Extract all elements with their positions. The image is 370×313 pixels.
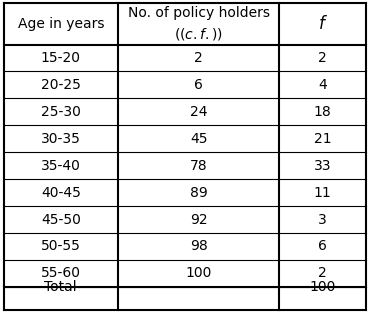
Text: 35-40: 35-40	[41, 159, 81, 173]
Text: 2: 2	[319, 266, 327, 280]
Text: 3: 3	[319, 213, 327, 227]
Text: 4: 4	[319, 78, 327, 92]
Text: 11: 11	[314, 186, 332, 200]
Text: 24: 24	[190, 105, 207, 119]
Text: $\it{f}$: $\it{f}$	[318, 15, 328, 33]
Text: 6: 6	[194, 78, 203, 92]
Text: 45-50: 45-50	[41, 213, 81, 227]
Text: 15-20: 15-20	[41, 51, 81, 65]
Text: 30-35: 30-35	[41, 132, 81, 146]
Text: 55-60: 55-60	[41, 266, 81, 280]
Text: 50-55: 50-55	[41, 239, 81, 254]
Text: 20-25: 20-25	[41, 78, 81, 92]
Text: 33: 33	[314, 159, 332, 173]
Text: 92: 92	[190, 213, 208, 227]
Text: 45: 45	[190, 132, 207, 146]
Text: 2: 2	[319, 51, 327, 65]
Text: 25-30: 25-30	[41, 105, 81, 119]
Text: 6: 6	[318, 239, 327, 254]
Text: Total: Total	[44, 280, 77, 294]
Text: 2: 2	[194, 51, 203, 65]
Text: Age in years: Age in years	[17, 17, 104, 31]
Text: 89: 89	[190, 186, 208, 200]
Text: 40-45: 40-45	[41, 186, 81, 200]
Text: 98: 98	[190, 239, 208, 254]
Text: 78: 78	[190, 159, 208, 173]
Text: 21: 21	[314, 132, 332, 146]
Text: 100: 100	[310, 280, 336, 294]
Text: 100: 100	[185, 266, 212, 280]
Text: 18: 18	[314, 105, 332, 119]
Text: No. of policy holders
($\it{(c.f.)}$): No. of policy holders ($\it{(c.f.)}$)	[128, 6, 270, 42]
